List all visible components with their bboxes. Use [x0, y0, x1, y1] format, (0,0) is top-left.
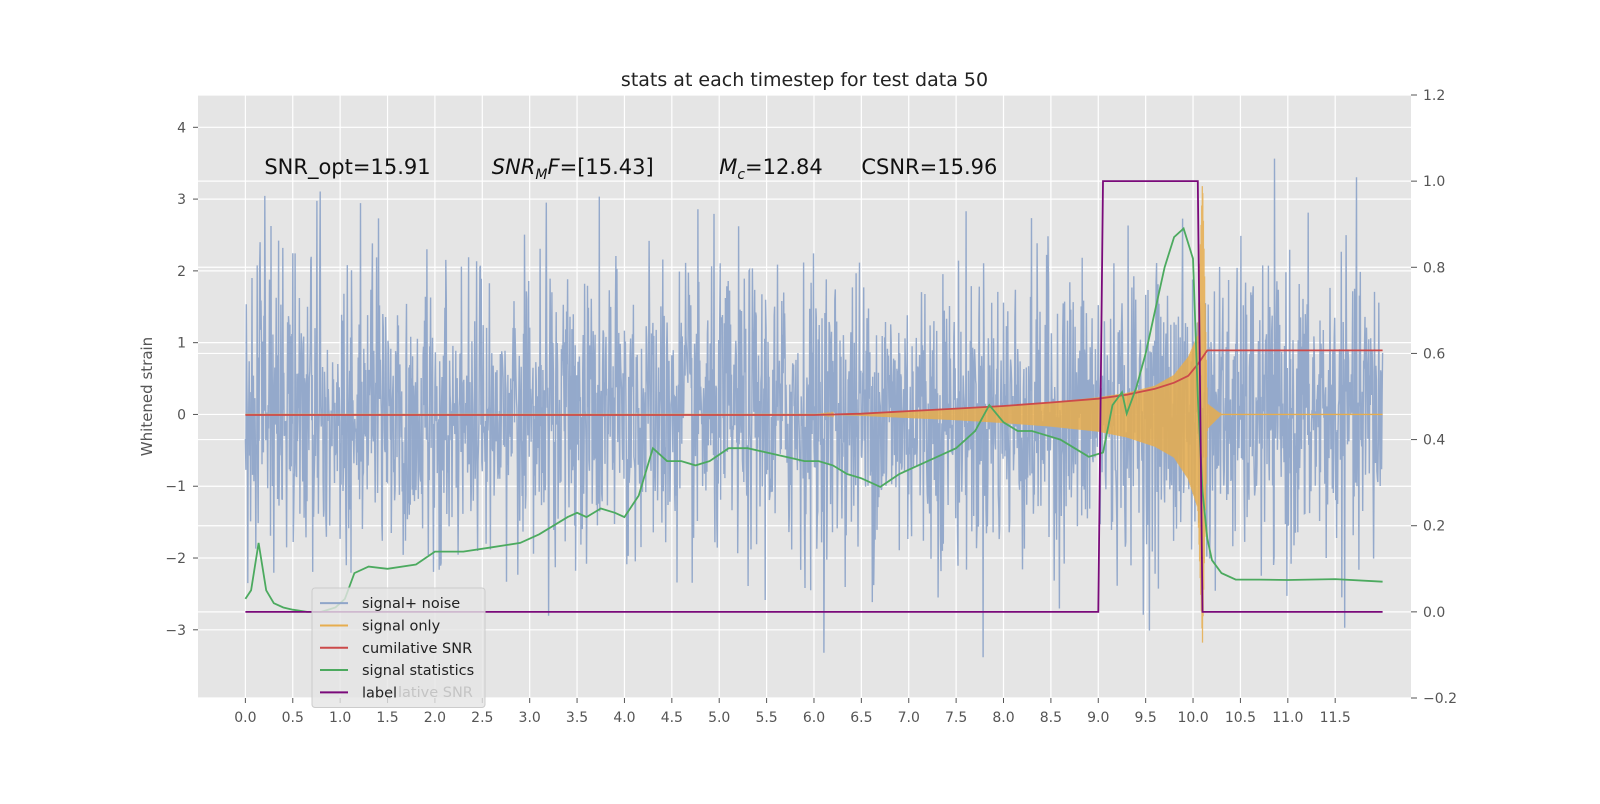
x-tick-label: 10.0	[1177, 710, 1208, 726]
annotation-part: CSNR=15.96	[861, 155, 997, 179]
series-line-cumilative-snr	[245, 349, 1383, 416]
y2-tick-label: 1.2	[1423, 88, 1445, 104]
y-axis-label: Whitened strain	[138, 337, 156, 456]
y-tick-label: 0	[177, 407, 186, 423]
axes-layer: 0.0 0.5 1.0 1.5 2.0 2.5 3.0 3.5 4.0 4.5 5.0 5.5 6.0 6…	[165, 88, 1457, 726]
y-tick-label: −2	[165, 551, 186, 567]
x-tick-label: 9.0	[1087, 710, 1109, 726]
x-tick-label: 5.0	[708, 710, 730, 726]
legend-label: signal statistics	[362, 663, 474, 679]
annotation-layer: SNR_opt=15.91 SNRMF=[15.43] Mc=12.84 CSNR=1…	[264, 155, 997, 183]
legend-label: signal+ noise	[362, 596, 460, 612]
y2-tick-label: 0.2	[1423, 519, 1445, 535]
annotation-text: CSNR=15.96	[861, 155, 997, 179]
x-tick-label: 7.0	[898, 710, 920, 726]
annotation-part: SNR	[492, 155, 536, 179]
annotation-part: c	[737, 167, 745, 183]
series-layer	[244, 158, 1384, 658]
annotation-part: M	[535, 167, 547, 183]
series-line-signal-statistics	[244, 226, 1383, 613]
y-tick-label: −3	[165, 623, 186, 639]
y-tick-label: 2	[177, 264, 186, 280]
x-tick-label: 10.5	[1225, 710, 1256, 726]
y2-tick-label: 0.4	[1423, 433, 1445, 449]
x-tick-label: 11.5	[1320, 710, 1351, 726]
series-line-label	[245, 180, 1383, 613]
x-tick-label: 2.0	[424, 710, 446, 726]
y2-tick-label: 0.8	[1423, 260, 1445, 276]
y-tick-label: 4	[177, 120, 186, 136]
x-tick-label: 6.0	[803, 710, 825, 726]
annotation-part: =[15.43]	[560, 155, 654, 179]
x-tick-label: 0.5	[282, 710, 304, 726]
y2-tick-label: 1.0	[1423, 174, 1445, 190]
x-tick-label: 6.5	[850, 710, 872, 726]
legend: lative SNR signal+ noise signal only cumila…	[311, 587, 486, 708]
y-tick-label: −1	[165, 479, 186, 495]
annotation-text: SNR_opt=15.91	[264, 155, 430, 180]
x-tick-label: 11.0	[1272, 710, 1303, 726]
x-tick-label: 2.5	[471, 710, 493, 726]
legend-label: cumilative SNR	[362, 641, 472, 657]
y2-tick-label: −0.2	[1423, 691, 1457, 707]
x-tick-label: 7.5	[945, 710, 967, 726]
x-tick-label: 9.5	[1135, 710, 1157, 726]
x-tick-label: 8.0	[992, 710, 1014, 726]
annotation-text: SNRMF=[15.43]	[492, 155, 654, 183]
annotation-part: M	[719, 155, 737, 179]
legend-label: signal only	[362, 618, 441, 634]
x-tick-label: 8.5	[1040, 710, 1062, 726]
chart-title: stats at each timestep for test data 50	[621, 69, 988, 91]
x-tick-label: 1.0	[329, 710, 351, 726]
annotation-part: F	[548, 155, 561, 179]
x-tick-label: 5.5	[755, 710, 777, 726]
x-tick-label: 4.5	[661, 710, 683, 726]
x-tick-label: 1.5	[376, 710, 398, 726]
x-tick-label: 3.5	[566, 710, 588, 726]
legend-box	[311, 587, 486, 708]
x-tick-label: 3.0	[519, 710, 541, 726]
annotation-text: Mc=12.84	[719, 155, 823, 183]
y-tick-label: 3	[177, 192, 186, 208]
y2-tick-label: 0.0	[1423, 605, 1445, 621]
x-tick-label: 0.0	[234, 710, 256, 726]
legend-ghost-text: lative SNR	[398, 685, 473, 701]
y2-tick-label: 0.6	[1423, 346, 1445, 362]
annotation-part: SNR_opt=15.91	[264, 155, 430, 180]
legend-label: label	[362, 685, 397, 701]
x-tick-label: 4.0	[613, 710, 635, 726]
y-tick-label: 1	[177, 336, 186, 352]
annotation-part: =12.84	[745, 155, 823, 179]
